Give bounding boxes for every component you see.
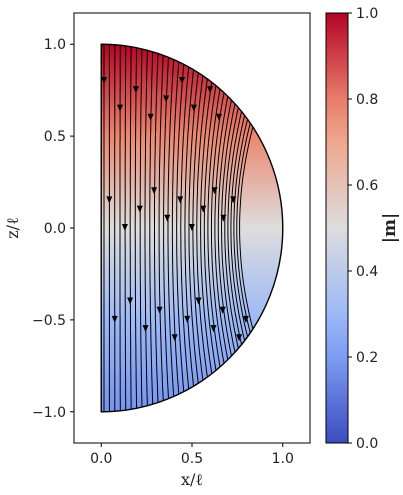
streamline-arrow bbox=[200, 205, 207, 213]
streamline bbox=[184, 44, 199, 412]
y-tick-label: 0.0 bbox=[44, 221, 66, 237]
streamline bbox=[154, 44, 160, 412]
streamline-arrow bbox=[111, 315, 118, 323]
streamline-arrow bbox=[121, 224, 128, 231]
colorbar-label: |m| bbox=[380, 213, 400, 243]
streamline-arrow bbox=[106, 196, 113, 204]
streamline-arrow bbox=[179, 77, 186, 84]
streamline-arrow bbox=[188, 224, 195, 231]
streamline bbox=[171, 44, 182, 412]
streamline bbox=[149, 44, 154, 412]
streamline-arrow bbox=[151, 187, 158, 195]
streamline bbox=[200, 44, 221, 412]
streamline-arrow bbox=[117, 104, 123, 112]
streamline-arrow bbox=[136, 205, 143, 213]
streamline-arrow bbox=[216, 113, 222, 121]
streamline-arrow bbox=[171, 334, 178, 342]
streamline-arrow bbox=[230, 196, 237, 204]
colorbar-tick-label: 0.0 bbox=[356, 436, 378, 452]
y-tick-label: 1.0 bbox=[44, 37, 66, 53]
colorbar-ticks: 0.0 0.2 0.4 0.6 0.8 1.0 bbox=[348, 6, 378, 452]
y-axis-label: z/ℓ bbox=[3, 217, 22, 239]
streamline bbox=[214, 44, 244, 412]
colorbar: 0.0 0.2 0.4 0.6 0.8 1.0 |m| bbox=[325, 6, 400, 452]
colorbar-tick-label: 1.0 bbox=[356, 6, 378, 22]
streamline bbox=[129, 44, 132, 412]
streamline-arrows bbox=[101, 77, 249, 342]
colorbar-tick-label: 0.4 bbox=[356, 264, 378, 280]
streamline bbox=[210, 44, 238, 412]
plot-area: 0.0 0.5 1.0 −1.0 −0.5 0.0 0.5 1.0 x/ℓ z/ℓ bbox=[3, 12, 311, 489]
streamline-arrow bbox=[127, 297, 134, 305]
streamline-arrow bbox=[219, 306, 226, 314]
streamline bbox=[158, 44, 165, 412]
streamlines bbox=[103, 44, 283, 412]
streamline bbox=[144, 44, 149, 412]
streamline-arrow bbox=[156, 306, 163, 314]
streamline-arrow bbox=[164, 214, 171, 222]
colorbar-tick-label: 0.8 bbox=[356, 92, 378, 108]
x-tick-label: 0.0 bbox=[90, 451, 112, 467]
streamline-arrow bbox=[190, 104, 197, 112]
streamline-arrow bbox=[236, 334, 243, 342]
half-disk-outline bbox=[100, 43, 284, 413]
streamline bbox=[196, 44, 215, 412]
streamline bbox=[180, 44, 193, 412]
streamline-arrow bbox=[195, 297, 202, 305]
x-axis-label: x/ℓ bbox=[181, 470, 203, 489]
streamline-arrow bbox=[242, 315, 249, 323]
streamline bbox=[203, 44, 227, 412]
colorbar-scale bbox=[325, 12, 349, 444]
streamline bbox=[176, 44, 188, 412]
streamline-arrow bbox=[163, 95, 170, 103]
y-tick-label: −0.5 bbox=[32, 313, 66, 329]
streamline-arrow bbox=[101, 77, 107, 84]
x-tick-label: 1.0 bbox=[272, 451, 294, 467]
streamline-arrow bbox=[184, 315, 191, 323]
y-tick-label: −1.0 bbox=[32, 405, 66, 421]
y-tick-label: 0.5 bbox=[44, 129, 66, 145]
streamline-arrow bbox=[177, 196, 184, 204]
streamline bbox=[139, 44, 143, 412]
x-axis-ticks: 0.0 0.5 1.0 bbox=[90, 443, 294, 467]
x-tick-label: 0.5 bbox=[181, 451, 203, 467]
streamline-arrow bbox=[207, 86, 214, 94]
colorbar-tick-label: 0.6 bbox=[356, 178, 378, 194]
streamline-arrow bbox=[147, 113, 154, 121]
y-axis-ticks: −1.0 −0.5 0.0 0.5 1.0 bbox=[32, 37, 74, 421]
colorbar-tick-label: 0.2 bbox=[356, 350, 378, 366]
streamline-arrow bbox=[142, 325, 149, 333]
streamline-arrow bbox=[211, 187, 218, 195]
streamline bbox=[188, 44, 204, 412]
streamline-arrow bbox=[132, 86, 139, 94]
streamline bbox=[167, 44, 176, 412]
streamline-arrow bbox=[220, 214, 227, 222]
streamline bbox=[207, 44, 232, 412]
streamline-arrow bbox=[210, 325, 217, 333]
streamline bbox=[134, 44, 138, 412]
